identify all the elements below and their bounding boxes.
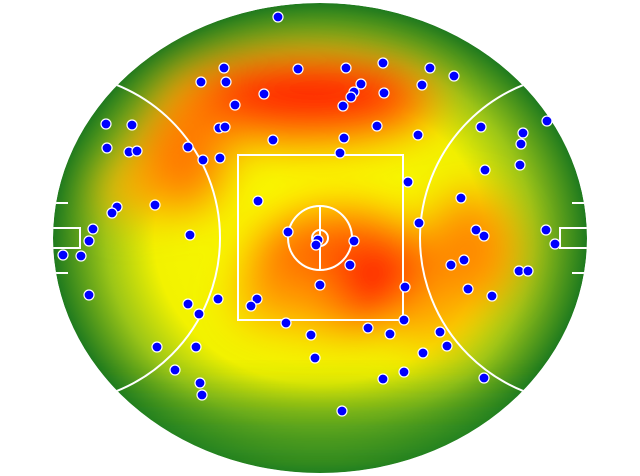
point bbox=[219, 121, 231, 133]
point bbox=[197, 154, 209, 166]
point bbox=[338, 132, 350, 144]
field bbox=[53, 3, 587, 473]
point bbox=[478, 372, 490, 384]
point bbox=[252, 195, 264, 207]
point bbox=[434, 326, 446, 338]
point bbox=[196, 389, 208, 401]
point bbox=[101, 142, 113, 154]
point bbox=[258, 88, 270, 100]
point bbox=[362, 322, 374, 334]
point bbox=[314, 279, 326, 291]
point bbox=[479, 164, 491, 176]
point bbox=[57, 249, 69, 261]
points bbox=[57, 11, 561, 417]
point bbox=[377, 57, 389, 69]
point bbox=[305, 329, 317, 341]
point bbox=[245, 300, 257, 312]
point bbox=[402, 176, 414, 188]
point bbox=[475, 121, 487, 133]
point bbox=[412, 129, 424, 141]
point bbox=[455, 192, 467, 204]
point bbox=[540, 224, 552, 236]
point bbox=[541, 115, 553, 127]
point bbox=[458, 254, 470, 266]
point bbox=[344, 259, 356, 271]
point bbox=[517, 127, 529, 139]
point bbox=[83, 289, 95, 301]
point bbox=[336, 405, 348, 417]
point bbox=[87, 223, 99, 235]
point bbox=[151, 341, 163, 353]
point bbox=[218, 62, 230, 74]
point bbox=[337, 100, 349, 112]
point bbox=[355, 78, 367, 90]
point bbox=[413, 217, 425, 229]
point bbox=[470, 224, 482, 236]
point bbox=[514, 159, 526, 171]
point bbox=[106, 207, 118, 219]
point bbox=[190, 341, 202, 353]
point bbox=[195, 76, 207, 88]
point bbox=[214, 152, 226, 164]
point bbox=[280, 317, 292, 329]
point bbox=[486, 290, 498, 302]
point bbox=[309, 352, 321, 364]
point bbox=[126, 119, 138, 131]
point bbox=[229, 99, 241, 111]
point bbox=[334, 147, 346, 159]
point bbox=[417, 347, 429, 359]
point bbox=[398, 314, 410, 326]
point bbox=[182, 298, 194, 310]
heat bbox=[100, 55, 515, 345]
point bbox=[292, 63, 304, 75]
point bbox=[462, 283, 474, 295]
point bbox=[251, 293, 263, 305]
point bbox=[83, 235, 95, 247]
point bbox=[100, 118, 112, 130]
point bbox=[212, 293, 224, 305]
point bbox=[377, 373, 389, 385]
point bbox=[220, 76, 232, 88]
point bbox=[193, 308, 205, 320]
point bbox=[378, 87, 390, 99]
point bbox=[282, 226, 294, 238]
point bbox=[384, 328, 396, 340]
point bbox=[371, 120, 383, 132]
point bbox=[184, 229, 196, 241]
point bbox=[445, 259, 457, 271]
point bbox=[169, 364, 181, 376]
point bbox=[149, 199, 161, 211]
point bbox=[272, 11, 284, 23]
point bbox=[75, 250, 87, 262]
point bbox=[340, 62, 352, 74]
point bbox=[194, 377, 206, 389]
point bbox=[182, 141, 194, 153]
point bbox=[549, 238, 561, 250]
point bbox=[424, 62, 436, 74]
point bbox=[448, 70, 460, 82]
point bbox=[398, 366, 410, 378]
point bbox=[310, 239, 322, 251]
point bbox=[399, 281, 411, 293]
point bbox=[267, 134, 279, 146]
point bbox=[478, 230, 490, 242]
point bbox=[441, 340, 453, 352]
point bbox=[345, 91, 357, 103]
point bbox=[515, 138, 527, 150]
point bbox=[522, 265, 534, 277]
point bbox=[348, 235, 360, 247]
point bbox=[131, 145, 143, 157]
point bbox=[416, 79, 428, 91]
